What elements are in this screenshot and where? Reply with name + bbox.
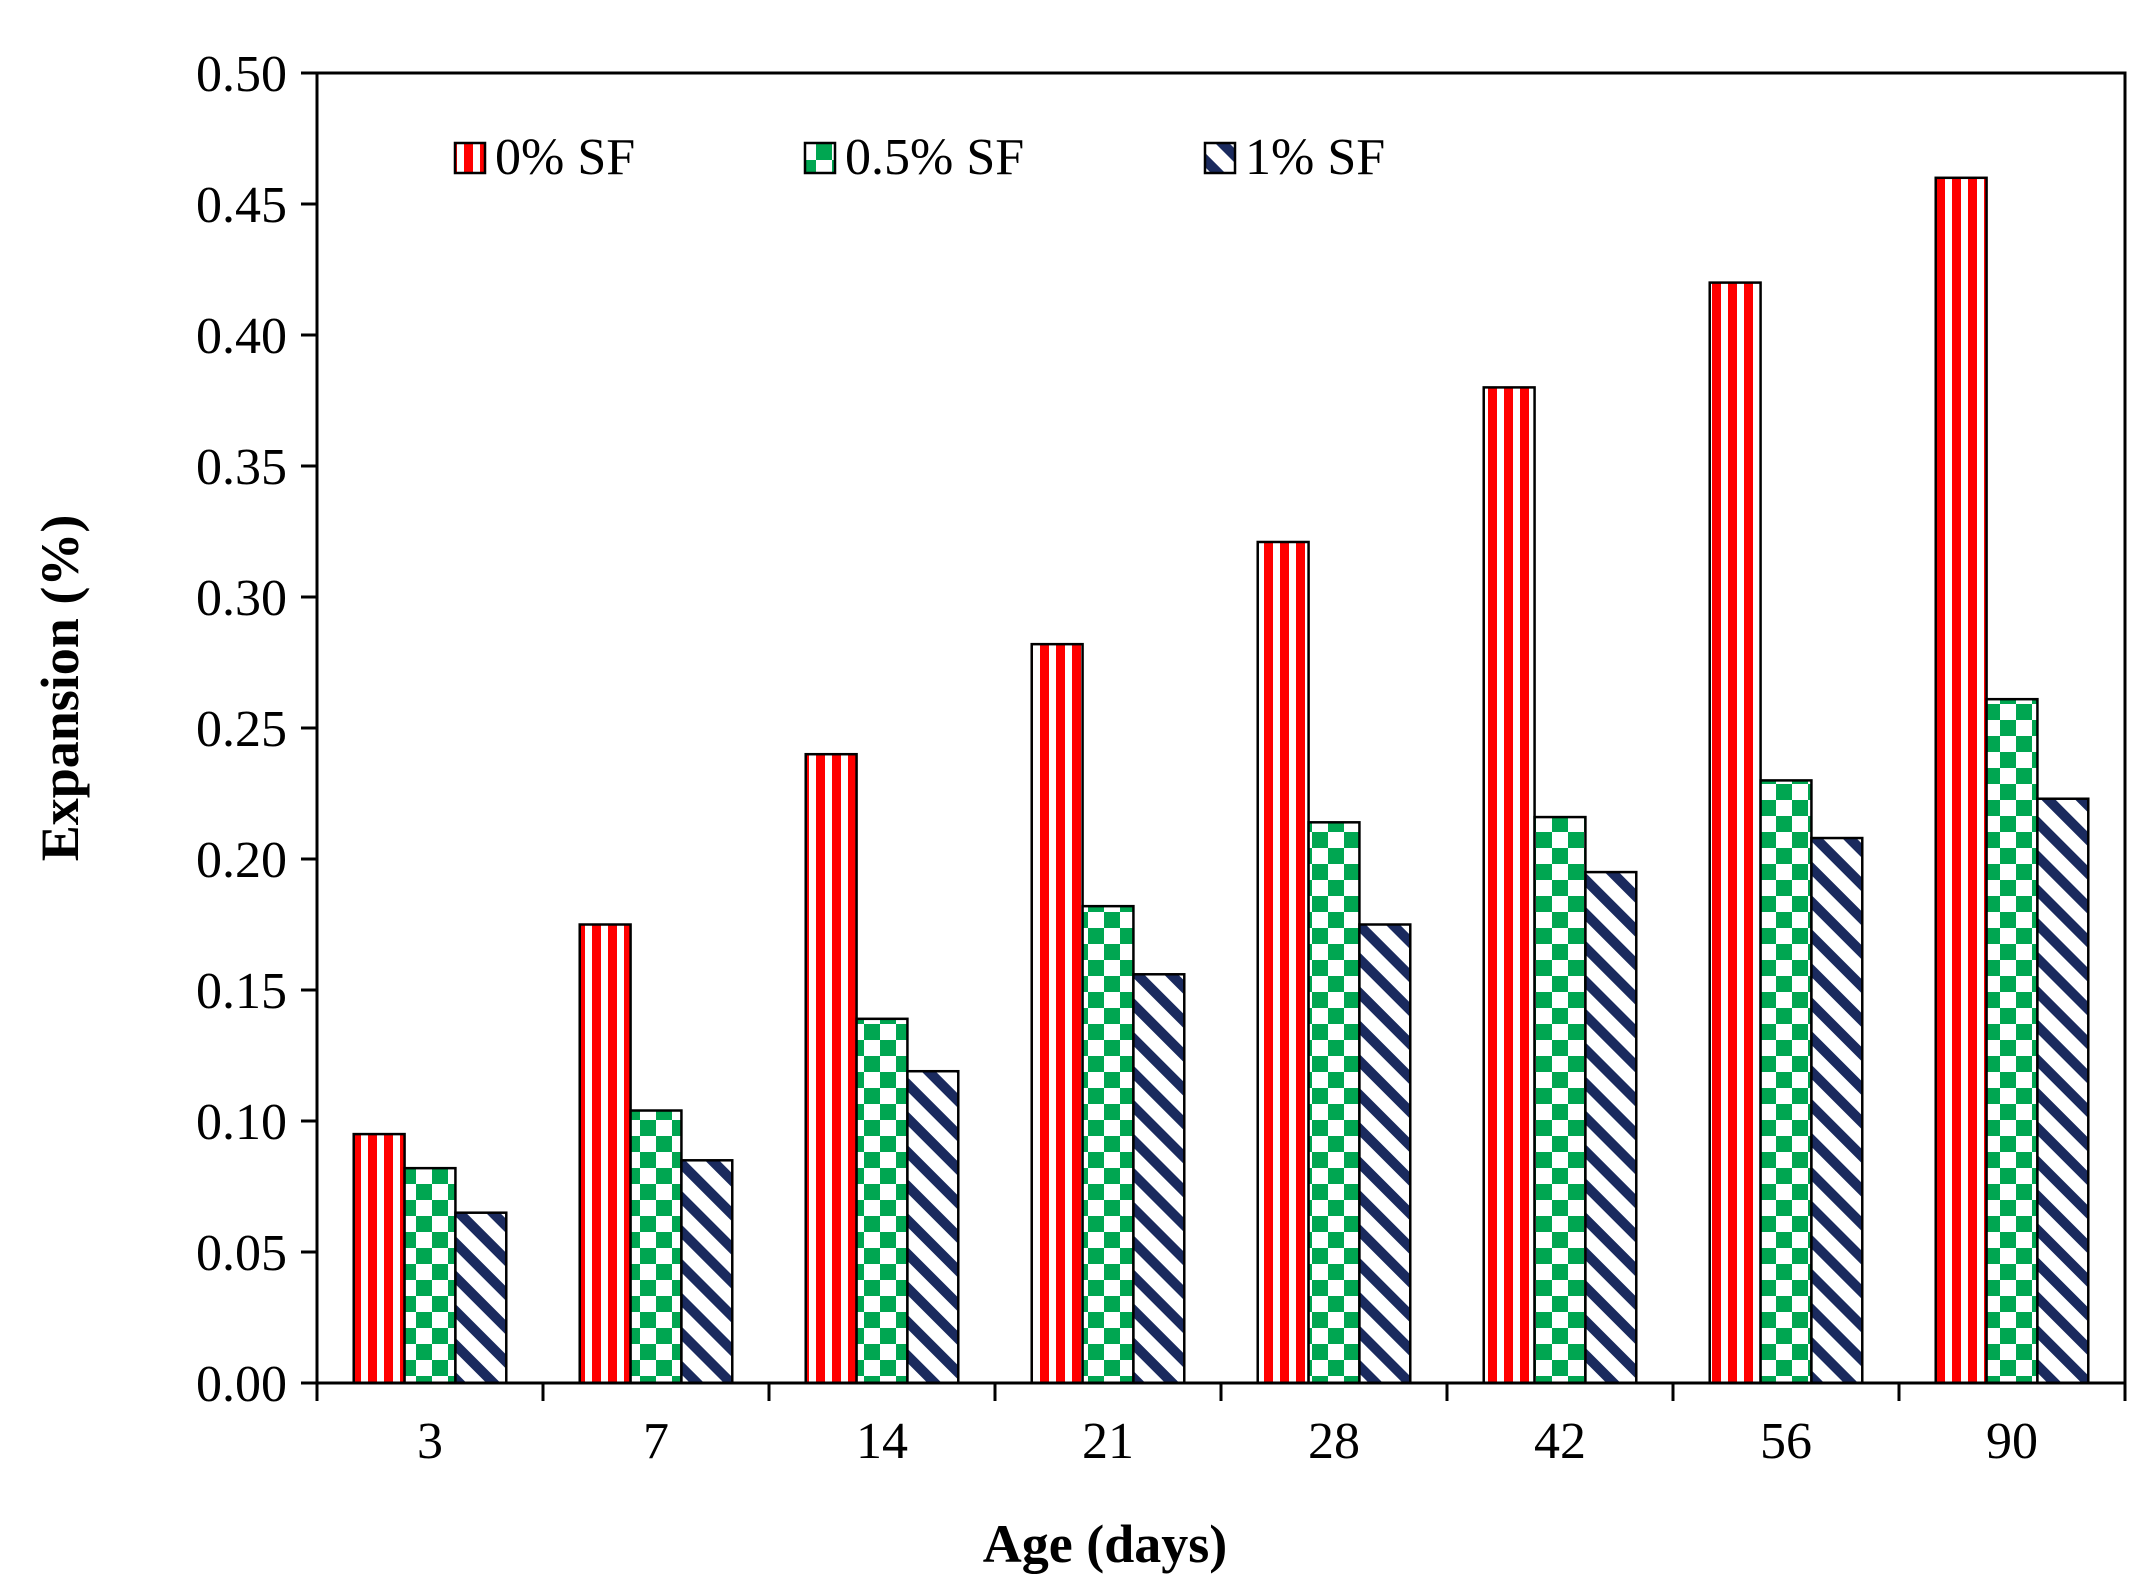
bar-1-sf-7 [680,1159,734,1385]
y-tick-label: 0.35 [196,439,287,496]
bar-0-sf-14 [804,752,858,1385]
x-tick-label: 3 [417,1413,443,1470]
y-tick-label: 0.00 [196,1356,287,1413]
x-axis-title: Age (days) [983,1514,1227,1574]
legend-label: 0% SF [495,129,635,186]
legend: 0% SF 0.5% SF 1% SF [453,129,1385,186]
y-tick-label: 0.25 [196,701,287,758]
bar-0-sf-90 [1934,176,1988,1385]
x-tick-label: 56 [1760,1413,1812,1470]
y-tick-label: 0.10 [196,1094,287,1151]
legend-swatch [803,141,837,175]
bar-1-sf-42 [1584,870,1638,1385]
x-tick-label: 28 [1308,1413,1360,1470]
x-tick-label: 14 [856,1413,908,1470]
bar-0-5-sf-7 [629,1109,683,1385]
y-tick-label: 0.05 [196,1225,287,1282]
legend-swatch [453,141,487,175]
bar-0-5-sf-14 [855,1017,909,1385]
bar-1-sf-56 [1810,836,1864,1385]
y-tick-label: 0.45 [196,177,287,234]
bar-0-5-sf-3 [403,1166,457,1385]
bar-0-sf-21 [1030,642,1084,1385]
bar-0-sf-3 [352,1132,406,1385]
y-tick-label: 0.30 [196,570,287,627]
bar-1-sf-14 [906,1069,960,1385]
bar-0-sf-28 [1256,540,1310,1385]
y-tick-label: 0.20 [196,832,287,889]
bar-1-sf-90 [2036,797,2090,1385]
bar-0-5-sf-28 [1307,821,1361,1385]
x-tick-label: 90 [1986,1413,2038,1470]
bar-0-sf-42 [1482,386,1536,1385]
bar-0-5-sf-21 [1081,904,1135,1385]
x-tick-label: 7 [643,1413,669,1470]
bar-0-5-sf-56 [1759,779,1813,1385]
x-tick-label: 42 [1534,1413,1586,1470]
bar-0-5-sf-42 [1533,815,1587,1385]
legend-swatch [1203,141,1237,175]
y-axis-title: Expansion (%) [30,515,90,862]
bars-group [352,176,2090,1385]
bar-1-sf-21 [1132,973,1186,1385]
bar-0-sf-56 [1708,281,1762,1385]
bar-0-sf-7 [578,923,632,1385]
axes-group: 0.00 0.05 0.10 0.15 0.20 0.25 0.30 0.35 0.40 0.45… [196,46,2127,1470]
bar-0-5-sf-90 [1985,697,2039,1385]
y-tick-label: 0.15 [196,963,287,1020]
bar-1-sf-3 [454,1211,508,1385]
y-tick-label: 0.50 [196,46,287,103]
legend-label: 1% SF [1245,129,1385,186]
legend-label: 0.5% SF [845,129,1024,186]
y-tick-label: 0.40 [196,308,287,365]
bar-1-sf-28 [1358,923,1412,1385]
x-tick-label: 21 [1082,1413,1134,1470]
